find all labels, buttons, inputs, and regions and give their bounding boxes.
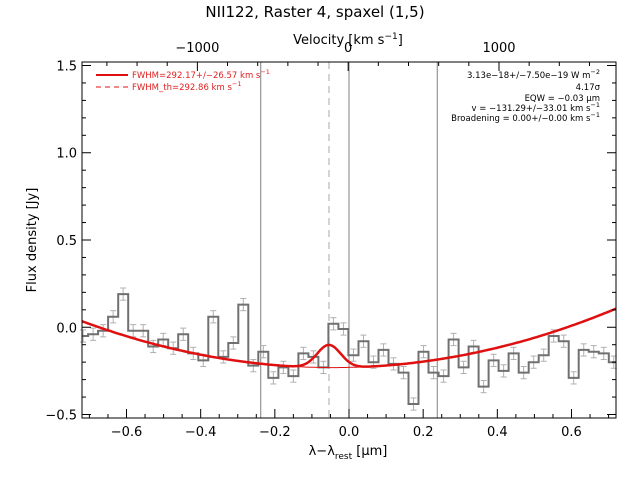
chart-title: NII122, Raster 4, spaxel (1,5)	[205, 3, 424, 21]
x-tick-label: 0.2	[413, 425, 434, 440]
top-tick-label: −1000	[175, 41, 219, 56]
annotation-flux: 3.13e−18+/−7.50e−19 W m−2	[467, 68, 600, 81]
top-tick-label: 0	[344, 41, 352, 56]
y-tick-label: 1.0	[56, 147, 77, 162]
x-tick-label: −0.4	[185, 425, 217, 440]
top-tick-label: 1000	[482, 41, 515, 56]
top-axis-label: Velocity [km s−1]	[293, 32, 403, 48]
y-axis-label: Flux density [Jy]	[25, 188, 40, 293]
x-tick-label: 0.0	[339, 425, 360, 440]
annotation-block: 3.13e−18+/−7.50e−19 W m−2 4.17σ EQW = −0…	[451, 68, 600, 124]
x-tick-label: 0.4	[487, 425, 508, 440]
x-tick-label: −0.6	[111, 425, 143, 440]
y-tick-label: −0.5	[45, 409, 77, 424]
x-axis-label: λ−λrest [μm]	[309, 444, 388, 462]
y-tick-label: 0.5	[56, 234, 77, 249]
legend-label-fwhm: FWHM=292.17+/−26.57 km s−1	[132, 68, 270, 81]
vertical-marker-lines	[260, 62, 438, 418]
total-fit-line	[81, 307, 617, 368]
x-tick-label: −0.2	[259, 425, 291, 440]
ticks: −0.6 −0.4 −0.2 0.0 0.2 0.4 0.6 −0.5 0.0 0.5 1.0 1.5…	[45, 41, 616, 440]
x-tick-label: 0.6	[561, 425, 582, 440]
annotation-velocity: v = −131.29+/−33.01 km s−1	[472, 101, 601, 114]
y-tick-label: 1.5	[56, 59, 77, 74]
annotation-broadening: Broadening = 0.00+/−0.00 km s−1	[451, 111, 600, 124]
legend-label-fwhm-th: FWHM_th=292.86 km s−1	[132, 80, 241, 93]
legend: FWHM=292.17+/−26.57 km s−1 FWHM_th=292.8…	[96, 68, 270, 93]
fit-series	[81, 307, 617, 369]
annotation-eqw: EQW = −0.03 μm	[525, 94, 600, 104]
y-tick-label: 0.0	[56, 321, 77, 336]
annotation-sigma: 4.17σ	[576, 83, 601, 93]
